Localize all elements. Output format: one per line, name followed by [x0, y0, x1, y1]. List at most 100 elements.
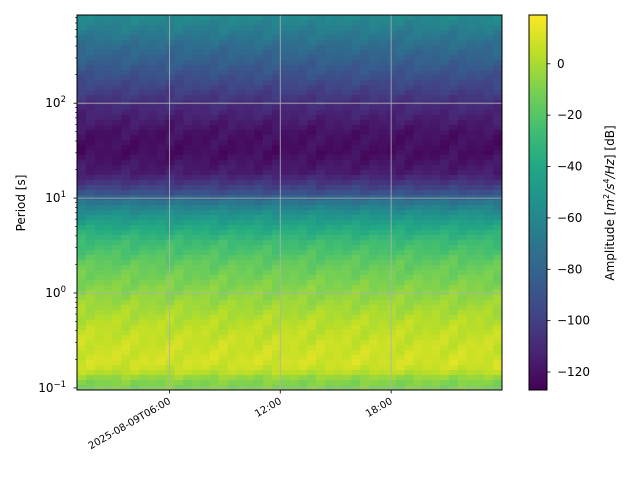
heatmap-cell	[448, 350, 459, 356]
heatmap-cell	[103, 130, 114, 136]
heatmap-cell	[138, 335, 149, 341]
heatmap-cell	[360, 165, 370, 171]
heatmap-cell	[431, 185, 441, 191]
heatmap-cell	[245, 65, 255, 71]
heatmap-cell	[448, 280, 459, 286]
heatmap-cell	[369, 180, 379, 186]
heatmap-cell	[431, 85, 441, 91]
heatmap-cell	[484, 300, 494, 306]
heatmap-cell	[236, 30, 246, 36]
heatmap-cell	[466, 45, 477, 51]
heatmap-cell	[351, 365, 361, 371]
heatmap-cell	[209, 200, 220, 206]
heatmap-cell	[457, 350, 468, 356]
heatmap-cell	[227, 230, 237, 236]
heatmap-cell	[138, 205, 149, 211]
heatmap-cell	[342, 215, 353, 221]
heatmap-cell	[218, 20, 229, 26]
heatmap-cell	[475, 15, 485, 21]
heatmap-cell	[165, 220, 175, 226]
colorbar-label-suffix: ] [dB]	[603, 125, 617, 159]
heatmap-cell	[165, 85, 175, 91]
heatmap-cell	[77, 120, 87, 126]
heatmap-cell	[395, 40, 406, 46]
heatmap-cell	[448, 75, 459, 81]
heatmap-cell	[254, 120, 264, 126]
heatmap-cell	[174, 75, 184, 81]
heatmap-cell	[378, 95, 388, 101]
heatmap-cell	[262, 65, 273, 71]
heatmap-cell	[493, 75, 502, 81]
heatmap-cell	[378, 225, 388, 231]
heatmap-cell	[395, 175, 406, 181]
heatmap-cell	[183, 260, 193, 266]
heatmap-cell	[369, 295, 379, 301]
heatmap-cell	[271, 265, 282, 271]
heatmap-cell	[360, 175, 370, 181]
heatmap-cell	[422, 370, 432, 376]
heatmap-cell	[440, 285, 450, 291]
heatmap-cell	[147, 30, 158, 36]
heatmap-cell	[324, 265, 335, 271]
heatmap-cell	[395, 365, 406, 371]
heatmap-cell	[466, 15, 477, 21]
heatmap-cell	[440, 45, 450, 51]
heatmap-cell	[147, 25, 158, 31]
heatmap-cell	[130, 255, 140, 261]
heatmap-cell	[395, 375, 406, 381]
heatmap-cell	[138, 90, 149, 96]
heatmap-cell	[156, 50, 167, 56]
heatmap-cell	[316, 25, 326, 31]
heatmap-cell	[236, 230, 246, 236]
heatmap-cell	[369, 25, 379, 31]
heatmap-cell	[254, 240, 264, 246]
heatmap-cell	[395, 70, 406, 76]
heatmap-cell	[457, 170, 468, 176]
heatmap-cell	[218, 130, 229, 136]
heatmap-cell	[298, 365, 308, 371]
heatmap-cell	[386, 90, 397, 96]
heatmap-cell	[475, 360, 485, 366]
heatmap-cell	[457, 220, 468, 226]
heatmap-cell	[77, 250, 87, 256]
heatmap-cell	[112, 210, 122, 216]
heatmap-cell	[94, 345, 105, 351]
heatmap-cell	[333, 95, 344, 101]
heatmap-cell	[130, 110, 140, 116]
heatmap-cell	[466, 375, 477, 381]
heatmap-cell	[404, 355, 415, 361]
heatmap-cell	[227, 60, 237, 66]
heatmap-cell	[218, 80, 229, 86]
heatmap-cell	[466, 275, 477, 281]
heatmap-cell	[316, 315, 326, 321]
heatmap-cell	[316, 20, 326, 26]
heatmap-cell	[103, 95, 114, 101]
heatmap-cell	[386, 35, 397, 41]
heatmap-cell	[386, 260, 397, 266]
heatmap-cell	[85, 260, 96, 266]
heatmap-cell	[369, 380, 379, 386]
heatmap-cell	[404, 205, 415, 211]
heatmap-cell	[493, 50, 502, 56]
heatmap-cell	[457, 185, 468, 191]
heatmap-cell	[466, 170, 477, 176]
heatmap-cell	[183, 370, 193, 376]
heatmap-cell	[77, 230, 87, 236]
heatmap-cell	[457, 85, 468, 91]
heatmap-cell	[200, 120, 211, 126]
heatmap-cell	[138, 285, 149, 291]
heatmap-cell	[183, 230, 193, 236]
heatmap-cell	[457, 365, 468, 371]
heatmap-cell	[77, 245, 87, 251]
heatmap-cell	[112, 70, 122, 76]
heatmap-cell	[457, 60, 468, 66]
heatmap-cell	[254, 115, 264, 121]
heatmap-cell	[183, 355, 193, 361]
heatmap-cell	[351, 60, 361, 66]
heatmap-cell	[448, 275, 459, 281]
heatmap-cell	[103, 215, 114, 221]
heatmap-cell	[342, 280, 353, 286]
heatmap-cell	[165, 315, 175, 321]
heatmap-cell	[404, 55, 415, 61]
heatmap-cell	[200, 260, 211, 266]
